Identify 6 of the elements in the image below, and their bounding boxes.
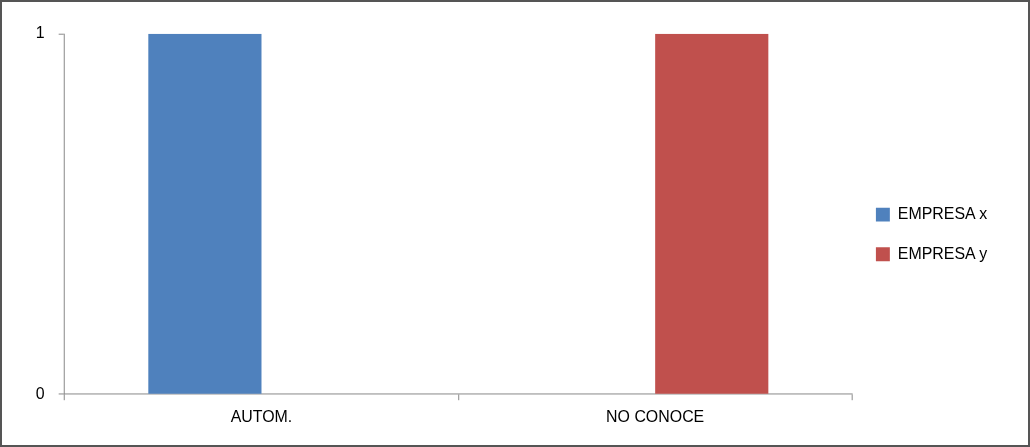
legend-label: EMPRESA y <box>897 244 988 262</box>
y-tick-label: 0 <box>35 384 45 402</box>
y-tick-label: 1 <box>35 24 45 42</box>
x-tick-label: NO CONOCE <box>606 408 705 426</box>
legend-label: EMPRESA x <box>897 204 988 222</box>
x-tick-label: AUTOM. <box>230 408 293 426</box>
